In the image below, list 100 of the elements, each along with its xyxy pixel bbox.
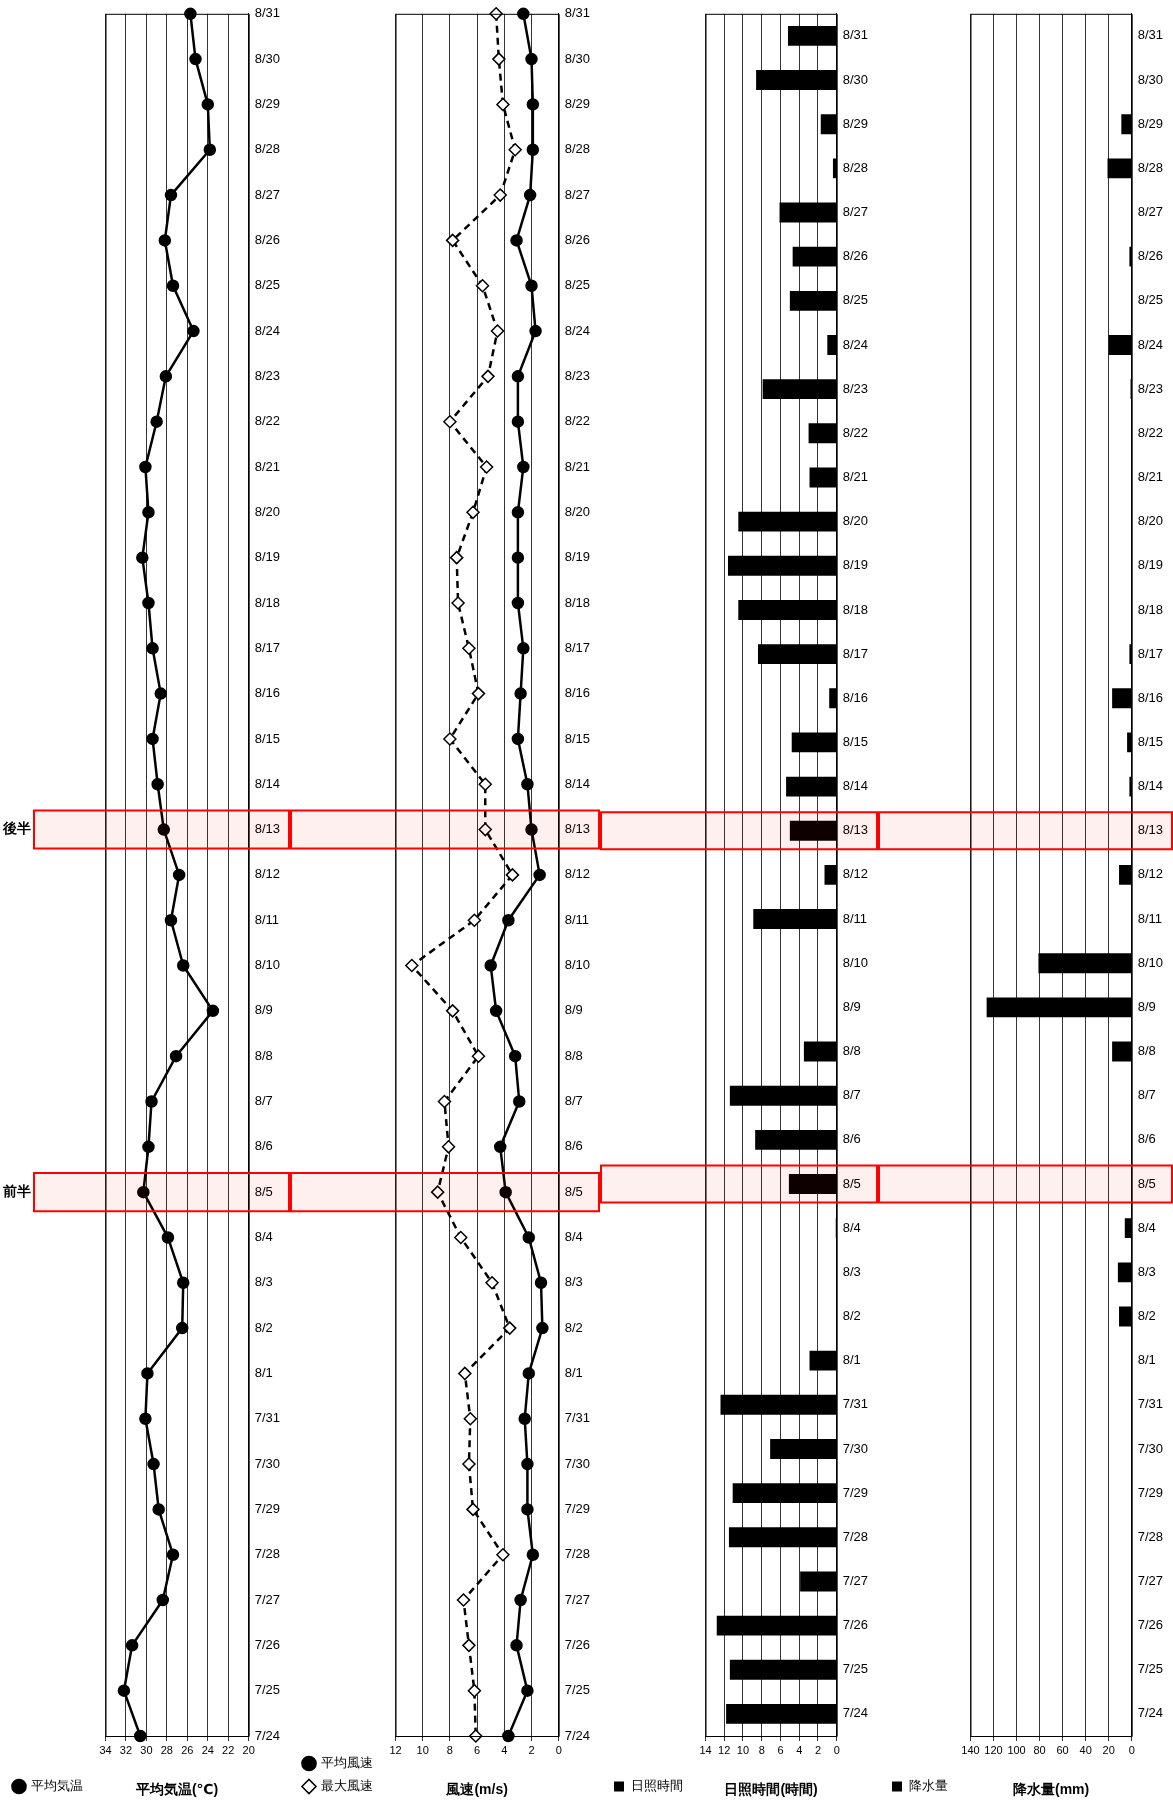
x-tick-label: 40 [1079, 1743, 1092, 1756]
x-tick-label: 30 [140, 1743, 153, 1756]
y-tick-label: 7/31 [254, 1410, 281, 1426]
y-tick-label: 8/21 [842, 469, 869, 485]
y-tick-label: 7/25 [254, 1682, 281, 1698]
y-tick-label: 8/27 [1137, 204, 1164, 220]
point [141, 1367, 154, 1380]
point [134, 1729, 147, 1743]
y-tick-label: 8/24 [1137, 336, 1164, 352]
legend-label: 最大風速 [320, 1778, 386, 1794]
point [142, 506, 155, 519]
y-tick-label: 8/5 [842, 1175, 861, 1191]
point [508, 143, 522, 157]
y-tick-label: 8/25 [842, 292, 869, 308]
point [533, 868, 546, 882]
y-tick-label: 8/6 [564, 1138, 583, 1154]
y-tick-label: 8/6 [842, 1131, 861, 1147]
y-tick-label: 8/12 [564, 866, 591, 882]
y-tick-label: 7/26 [842, 1617, 869, 1633]
y-tick-label: 8/2 [1137, 1308, 1156, 1324]
y-tick-label: 8/5 [564, 1183, 583, 1199]
y-tick-label: 8/16 [842, 689, 869, 705]
y-tick-label: 8/15 [842, 734, 869, 749]
y-tick-label: 8/18 [842, 601, 869, 617]
band-label: 前半 [2, 1183, 31, 1200]
x-tick-label: 0 [833, 1743, 840, 1756]
x-axis-title: 平均気温(℃) [134, 1781, 219, 1798]
y-tick-label: 8/8 [564, 1047, 583, 1063]
point [187, 324, 200, 338]
y-tick-label: 8/27 [254, 186, 281, 202]
point [521, 1457, 534, 1471]
point [145, 1095, 158, 1108]
y-tick-label: 8/31 [1137, 27, 1164, 43]
point [525, 279, 538, 292]
point [478, 822, 493, 837]
y-tick-label: 7/29 [842, 1484, 869, 1500]
point [437, 1094, 452, 1109]
y-tick-label: 8/20 [564, 503, 591, 519]
y-tick-label: 8/9 [842, 998, 861, 1014]
y-tick-label: 7/28 [564, 1546, 591, 1562]
point [484, 959, 497, 972]
y-tick-label: 7/25 [842, 1661, 869, 1677]
point [511, 596, 525, 610]
y-tick-label: 8/10 [842, 954, 869, 970]
band-label: 後半 [2, 820, 31, 837]
y-tick-label: 8/8 [254, 1047, 273, 1063]
x-tick-label: 20 [1102, 1743, 1115, 1756]
point [529, 324, 542, 338]
point [443, 732, 457, 746]
y-tick-label: 8/16 [1137, 689, 1164, 705]
point [467, 913, 482, 927]
y-tick-label: 8/5 [1137, 1175, 1156, 1191]
y-tick-label: 8/25 [564, 277, 591, 293]
y-tick-label: 8/30 [564, 50, 591, 66]
y-tick-label: 8/29 [564, 96, 591, 112]
y-tick-label: 8/6 [254, 1138, 273, 1154]
point [496, 1547, 510, 1562]
point [176, 959, 190, 972]
point [511, 506, 525, 519]
y-tick-label: 8/31 [254, 5, 281, 21]
y-tick-label: 8/23 [842, 380, 869, 396]
y-tick-label: 8/28 [254, 141, 281, 157]
point [158, 234, 172, 247]
y-tick-label: 8/20 [254, 503, 281, 519]
point [510, 1639, 523, 1652]
point [514, 1593, 527, 1607]
y-tick-label: 8/7 [842, 1087, 861, 1103]
y-tick-label: 8/4 [254, 1229, 273, 1245]
point [502, 1729, 515, 1743]
y-tick-label: 8/14 [564, 775, 591, 791]
x-tick-label: 32 [119, 1743, 133, 1756]
point [471, 1049, 486, 1063]
y-tick-label: 8/6 [1137, 1131, 1156, 1147]
y-tick-label: 8/1 [254, 1365, 273, 1381]
x-tick-label: 140 [961, 1743, 980, 1756]
y-tick-label: 8/22 [1137, 424, 1164, 440]
point [508, 1049, 522, 1063]
point [526, 98, 540, 111]
y-tick-label: 8/17 [1137, 645, 1164, 661]
y-tick-label: 8/15 [1137, 734, 1164, 749]
point [137, 1185, 150, 1199]
y-tick-label: 8/17 [254, 639, 281, 655]
y-tick-label: 8/2 [564, 1319, 583, 1335]
point [511, 415, 525, 428]
y-tick-label: 8/31 [564, 5, 591, 21]
y-tick-label: 7/28 [254, 1546, 281, 1562]
point [485, 1276, 499, 1290]
point [517, 642, 530, 655]
y-tick-label: 8/4 [564, 1229, 583, 1245]
y-tick-label: 8/30 [1137, 71, 1164, 87]
y-tick-label: 8/30 [842, 71, 869, 87]
y-tick-label: 7/27 [254, 1591, 281, 1607]
x-tick-label: 12 [718, 1743, 731, 1756]
point [513, 1095, 526, 1108]
y-tick-label: 8/29 [254, 96, 281, 112]
y-tick-label: 8/13 [1137, 822, 1164, 838]
legend-label: 日照時間 [630, 1778, 696, 1794]
point [492, 52, 506, 66]
y-tick-label: 8/22 [564, 413, 591, 429]
x-tick-label: 2 [528, 1743, 535, 1756]
